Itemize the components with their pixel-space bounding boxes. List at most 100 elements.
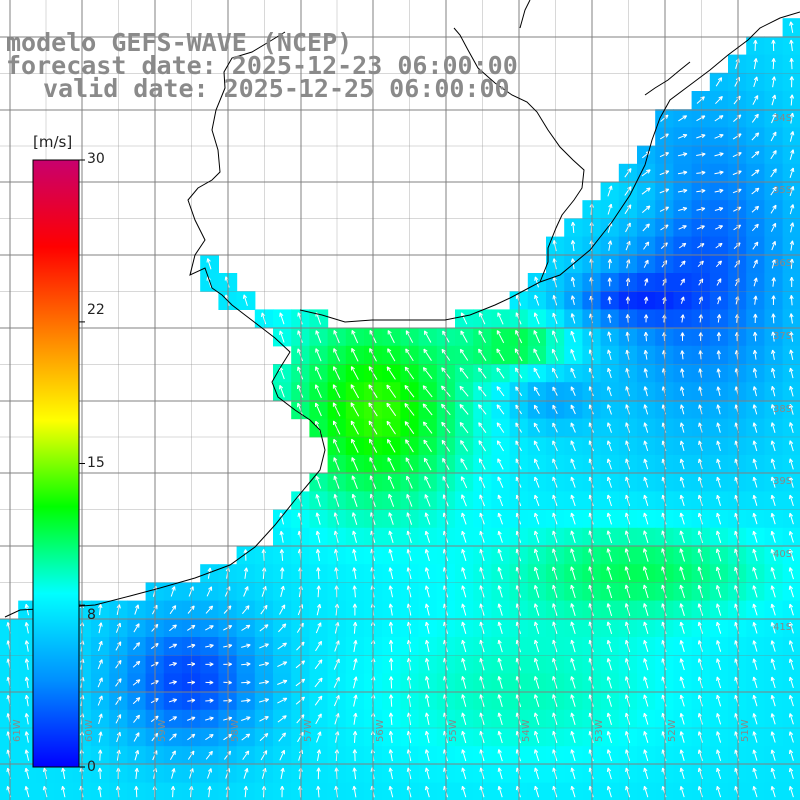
wind-arrow (714, 188, 724, 194)
wind-arrow (678, 115, 688, 122)
wind-arrow (641, 169, 651, 177)
wind-arrow (570, 313, 576, 324)
wind-arrow (533, 330, 541, 344)
wind-arrow (789, 258, 794, 269)
latitude-label: 39S (773, 476, 793, 487)
wind-arrow (696, 170, 706, 175)
wind-arrow (771, 94, 777, 106)
longitude-label: 60W (84, 719, 95, 742)
longitude-label: 58W (230, 719, 241, 742)
border-line (519, 0, 531, 29)
wind-arrow (715, 242, 723, 249)
wind-arrow (641, 205, 651, 213)
wind-arrow (677, 134, 688, 139)
wind-arrow (771, 313, 776, 324)
wind-arrow (624, 168, 632, 178)
wind-arrow (607, 203, 613, 215)
wind-arrow (789, 204, 795, 215)
wind-arrow (789, 21, 794, 33)
wind-arrow (789, 240, 795, 251)
wind-arrow (752, 95, 759, 105)
longitude-label: 52W (667, 719, 678, 742)
wind-arrow (789, 112, 795, 124)
latitude-label: 35S (773, 185, 793, 196)
wind-arrow (715, 77, 723, 87)
wind-arrow (680, 278, 685, 286)
wind-arrow (625, 240, 631, 251)
wind-arrow (714, 152, 724, 157)
wind-arrow (497, 312, 504, 325)
wind-arrow (607, 331, 612, 342)
wind-arrow (351, 330, 359, 344)
latitude-label: 38S (773, 404, 793, 415)
wind-arrow (333, 330, 340, 344)
wind-arrow (607, 296, 612, 305)
wind-arrow (770, 150, 777, 160)
latitude-label: 40S (773, 549, 793, 560)
wind-arrow (753, 295, 758, 305)
wind-arrow (751, 223, 759, 232)
wind-arrow (714, 115, 724, 122)
wind-arrow (534, 276, 539, 288)
wind-arrow (570, 295, 576, 306)
wind-arrow (552, 258, 557, 270)
wind-speed-cells (0, 18, 800, 800)
longitude-label: 57W (303, 719, 314, 742)
wind-arrow (714, 207, 724, 212)
wind-arrow (644, 278, 649, 286)
wind-arrow (677, 152, 688, 157)
wind-arrow (789, 57, 794, 70)
wind-arrow (770, 222, 777, 232)
wind-arrow (679, 260, 686, 268)
wind-arrow (789, 276, 794, 287)
wind-arrow (714, 170, 724, 175)
longitude-label: 53W (594, 719, 605, 742)
wind-arrow (696, 188, 706, 194)
wind-arrow (624, 186, 632, 196)
wind-arrow (279, 330, 285, 343)
latitude-label: 37S (773, 331, 793, 342)
wind-arrow (677, 170, 688, 175)
wind-arrow (607, 277, 612, 287)
wind-arrow (751, 132, 760, 141)
wind-arrow (771, 295, 776, 306)
wind-arrow (607, 185, 613, 197)
wind-arrow (789, 94, 795, 106)
wind-arrow (771, 76, 776, 88)
wind-arrow (714, 134, 724, 139)
wind-arrow (789, 185, 795, 197)
wind-arrow (698, 278, 704, 286)
wind-arrow (677, 188, 688, 194)
wind-arrow (643, 241, 650, 250)
wind-arrow (242, 294, 248, 306)
wind-arrow (680, 296, 685, 304)
wind-arrow (552, 240, 557, 252)
wind-arrow (642, 223, 650, 232)
wind-arrow (716, 278, 722, 286)
wind-arrow (751, 113, 759, 123)
wind-arrow (680, 314, 685, 323)
wind-arrow (570, 276, 576, 288)
wind-arrow (641, 187, 651, 195)
wind-arrow (607, 313, 612, 323)
wind-arrow (751, 205, 760, 213)
wind-arrow (771, 240, 776, 251)
wind-arrow (752, 259, 758, 269)
wind-arrow (696, 152, 706, 157)
wind-arrow (789, 167, 795, 178)
wind-arrow (696, 96, 705, 104)
wind-arrow (752, 241, 759, 250)
wind-arrow (789, 39, 794, 52)
wind-arrow (789, 313, 794, 324)
latitude-label: 34S (773, 113, 793, 124)
wind-arrow (771, 277, 776, 287)
wind-arrow (771, 58, 776, 70)
wind-arrow (770, 131, 777, 142)
wind-arrow (789, 149, 795, 160)
wind-arrow (753, 58, 758, 70)
wind-arrow (570, 221, 576, 233)
wind-arrow (206, 258, 212, 270)
longitude-label: 56W (375, 719, 386, 742)
wind-arrow (387, 330, 395, 344)
